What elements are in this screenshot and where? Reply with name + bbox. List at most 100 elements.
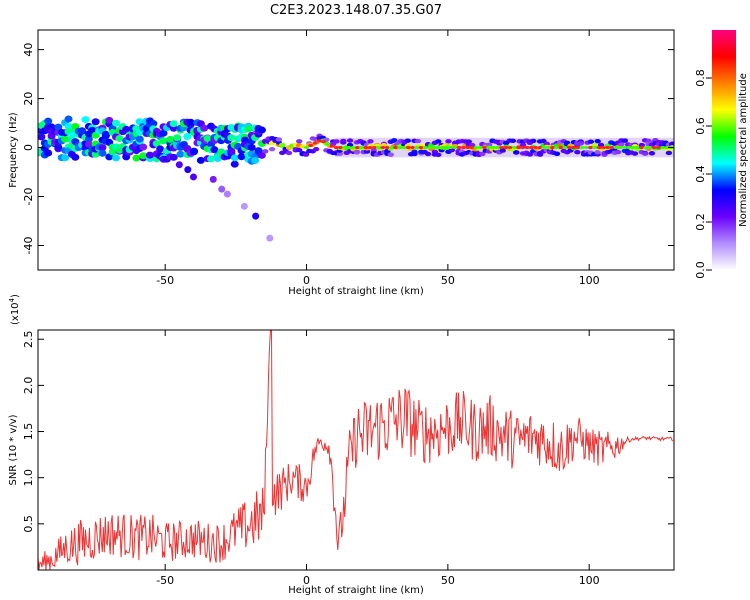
- colorbar-ticks: 0.0 0.2 0.4 0.6 0.8: [694, 69, 712, 279]
- spectrogram-track-cell: [175, 161, 183, 169]
- spectrogram-ridge-cell: [388, 145, 394, 150]
- spectrogram-ridge-cell: [537, 145, 543, 150]
- spectrogram-ridge-cell: [422, 145, 428, 150]
- spectrogram-cell: [404, 138, 411, 143]
- spectrogram-ridge-cell: [320, 140, 326, 144]
- spectrogram-cell: [536, 152, 544, 157]
- spectrogram-cell: [336, 151, 344, 157]
- spectrogram-cell: [190, 148, 199, 156]
- spectrogram-cell: [159, 129, 168, 137]
- spectrogram-ridge-cell: [456, 145, 462, 150]
- spectrogram-ridge-cell: [507, 145, 513, 150]
- spectrogram-cell: [98, 149, 107, 157]
- spectrogram-ridge-cell: [465, 145, 471, 150]
- spectrogram-xtick-label: -50: [156, 274, 174, 287]
- spectrogram-cell: [333, 139, 340, 144]
- spectrogram-cell: [279, 142, 286, 147]
- spectrogram-ridge-cell: [588, 145, 594, 150]
- spectrogram-cell: [61, 154, 70, 162]
- spectrogram-ridge-cell: [418, 145, 424, 150]
- spectrogram-cell: [84, 135, 93, 143]
- spectrogram-ridge-cell: [426, 145, 432, 150]
- spectrogram-ridge-cell: [414, 145, 420, 150]
- spectrogram-cell: [543, 141, 550, 147]
- spectrogram-ridge-cell: [486, 145, 492, 150]
- spectrogram-ridge-cell: [367, 145, 373, 150]
- spectrogram-ridge-cell: [359, 145, 365, 150]
- spectrogram-cell: [285, 150, 293, 156]
- spectrogram-ytick-label: 40: [22, 43, 35, 57]
- spectrogram-track-cell: [184, 166, 192, 174]
- spectrogram-ridge-cell: [393, 145, 399, 150]
- spectrogram-ridge-cell: [503, 145, 509, 150]
- spectrogram-track-cell: [189, 173, 197, 181]
- spectrogram-ridge-cell: [617, 145, 623, 150]
- spectrogram-panel: -50 0 50 100 -40 -20 0 20 40 Height of straight …: [8, 29, 675, 297]
- spectrogram-cell: [64, 115, 73, 123]
- spectrogram-cell: [648, 151, 656, 156]
- spectrogram-cell: [149, 120, 158, 128]
- spectrogram-cell: [227, 134, 236, 142]
- spectrogram-cell: [108, 148, 117, 156]
- spectrogram-ylabel: Frequency (Hz): [8, 112, 19, 188]
- spectrogram-ridge-cell: [350, 145, 356, 150]
- spectrogram-cell: [122, 125, 131, 133]
- snr-xtick-label: 0: [303, 574, 310, 587]
- spectrogram-cell: [312, 146, 320, 152]
- spectrogram-cell: [577, 141, 584, 146]
- spectrogram-ridge-cell: [354, 145, 360, 150]
- spectrogram-ridge-cell: [494, 145, 500, 150]
- spectrogram-cell: [621, 138, 629, 143]
- spectrogram-cell: [101, 130, 110, 138]
- spectrogram-ridge-cell: [605, 145, 611, 150]
- snr-panel: -50 0 50 100 0.5 1.0 1.5 2.0 2.5 Height of strai…: [8, 294, 675, 596]
- spectrogram-cell: [262, 149, 269, 154]
- spectrogram-ridge-cell: [490, 145, 496, 150]
- spectrogram-ridge-cell: [562, 145, 568, 150]
- spectrogram-track-cell: [266, 234, 274, 242]
- spectrogram-ridge-cell: [397, 145, 403, 150]
- spectrogram-ridge-cell: [316, 139, 322, 143]
- spectrogram-cell: [363, 149, 371, 154]
- snr-series-line: [38, 330, 674, 570]
- spectrogram-xtick-label: 0: [303, 274, 310, 287]
- spectrogram-ticks: -50 0 50 100 -40 -20 0 20 40: [22, 30, 674, 287]
- spectrogram-ridge-cell: [647, 145, 653, 150]
- spectrogram-cell: [84, 140, 93, 148]
- spectrogram-cell: [353, 150, 361, 155]
- spectrogram-ridge-cell: [626, 145, 632, 150]
- snr-ytick-label: 2.5: [22, 330, 35, 348]
- spectrogram-ridge-cell: [571, 145, 577, 150]
- spectrogram-cell: [44, 149, 53, 157]
- spectrogram-track-cell: [240, 202, 248, 210]
- colorbar-tick-label: 0.0: [694, 261, 707, 279]
- snr-ytick-label: 1.5: [22, 423, 35, 441]
- spectrogram-ytick-label: 0: [22, 144, 35, 151]
- spectrogram-ridge-cell: [545, 145, 551, 150]
- snr-frame: [37, 329, 675, 571]
- spectrogram-ridge-cell: [431, 145, 437, 150]
- spectrogram-cell: [71, 153, 80, 161]
- spectrogram-cell: [387, 152, 394, 157]
- spectrogram-ridge-cell: [337, 145, 343, 150]
- spectrogram-ridge-cell: [554, 145, 560, 150]
- spectrogram-cell: [295, 147, 303, 153]
- spectrogram-ridge-cell: [363, 145, 369, 150]
- spectrogram-ridge-cell: [448, 145, 454, 150]
- spectrogram-ridge-cell: [549, 145, 555, 150]
- spectrogram-cell: [618, 142, 625, 147]
- spectrogram-cell: [54, 143, 63, 151]
- spectrogram-cell: [530, 138, 537, 144]
- spectrogram-ytick-label: -40: [22, 237, 35, 255]
- spectrogram-cell: [115, 134, 124, 142]
- spectrogram-ridge-cell: [600, 145, 606, 150]
- spectrogram-cell: [445, 139, 452, 144]
- spectrogram-cell: [414, 138, 422, 144]
- spectrogram-ridge-cell: [499, 145, 505, 150]
- spectrogram-cell: [91, 150, 100, 158]
- spectrogram-cell: [268, 146, 276, 152]
- spectrogram-track-cell: [218, 185, 226, 193]
- spectrogram-ridge-cell: [380, 145, 386, 150]
- spectrogram-cell: [257, 126, 266, 134]
- spectrogram-ridge-cell: [630, 145, 636, 150]
